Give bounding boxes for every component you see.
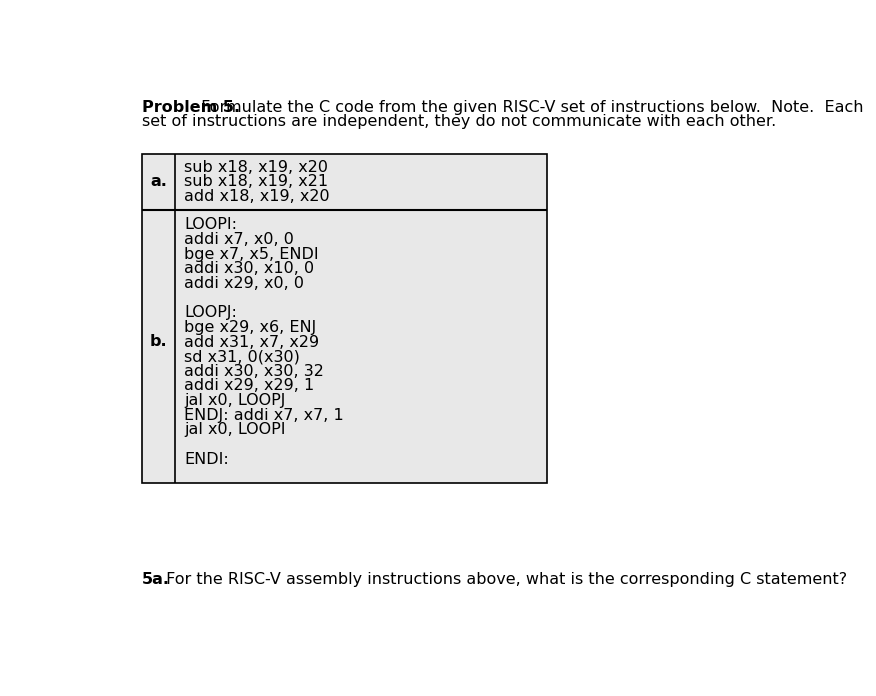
Text: For the RISC-V assembly instructions above, what is the corresponding C statemen: For the RISC-V assembly instructions abo…	[160, 572, 847, 587]
Text: LOOPI:: LOOPI:	[184, 217, 237, 232]
Text: set of instructions are independent, they do not communicate with each other.: set of instructions are independent, the…	[142, 113, 776, 129]
Bar	[142, 154, 547, 483]
Text: 5a.: 5a.	[142, 572, 170, 587]
Text: sub x18, x19, x21: sub x18, x19, x21	[184, 175, 328, 189]
Text: addi x29, x29, 1: addi x29, x29, 1	[184, 379, 314, 393]
Text: jal x0, LOOPI: jal x0, LOOPI	[184, 422, 286, 437]
Text: a.: a.	[150, 174, 166, 189]
Text: addi x30, x30, 32: addi x30, x30, 32	[184, 364, 324, 379]
Text: bge x7, x5, ENDI: bge x7, x5, ENDI	[184, 247, 319, 262]
Text: bge x29, x6, ENJ: bge x29, x6, ENJ	[184, 320, 316, 335]
Text: add x31, x7, x29: add x31, x7, x29	[184, 335, 319, 349]
Text: b.: b.	[150, 334, 167, 349]
Text: add x18, x19, x20: add x18, x19, x20	[184, 189, 329, 204]
Text: addi x30, x10, 0: addi x30, x10, 0	[184, 262, 314, 276]
Text: sub x18, x19, x20: sub x18, x19, x20	[184, 160, 328, 175]
Text: LOOPJ:: LOOPJ:	[184, 306, 237, 320]
Text: jal x0, LOOPJ: jal x0, LOOPJ	[184, 393, 286, 408]
Text: Formulate the C code from the given RISC-V set of instructions below.  Note.  Ea: Formulate the C code from the given RISC…	[196, 100, 864, 115]
Text: ENDJ: addi x7, x7, 1: ENDJ: addi x7, x7, 1	[184, 408, 343, 422]
Text: addi x29, x0, 0: addi x29, x0, 0	[184, 276, 304, 291]
Text: ENDI:: ENDI:	[184, 452, 229, 466]
Text: Problem 5.: Problem 5.	[142, 100, 240, 115]
Text: sd x31, 0(x30): sd x31, 0(x30)	[184, 349, 300, 364]
Text: addi x7, x0, 0: addi x7, x0, 0	[184, 232, 293, 247]
